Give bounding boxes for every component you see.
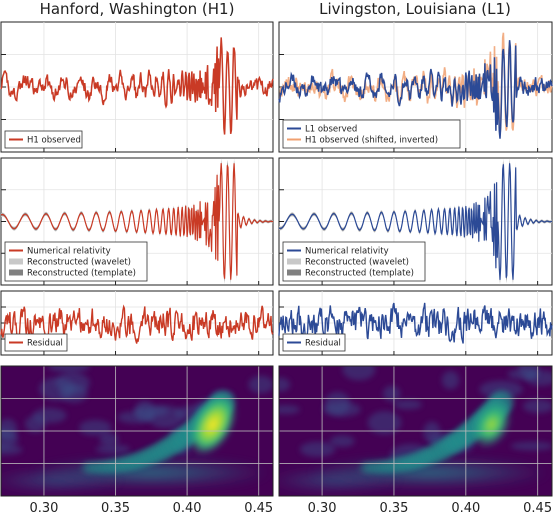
panel-spectrogram-l1 [278,365,553,497]
series-l1-observed [278,40,553,139]
legend-entry: Reconstructed (template) [27,269,136,279]
legend-swatch [9,258,23,265]
x-axis-ticks: 0.30 0.35 0.40 0.45 0.30 0.35 0.40 0.45 [29,501,552,516]
panel-residual-l1: Residual [278,290,553,356]
legend-swatch [287,258,301,265]
legend-residual-0: Residual [4,333,68,352]
panel-residual-h1: Residual [0,290,274,356]
panel-spectrogram-h1 [0,365,274,497]
legend-entry: H1 observed [27,136,81,146]
legend-entry: H1 observed (shifted, inverted) [305,136,438,146]
series-numerical-relativity [0,163,274,280]
legend-entry: Reconstructed (wavelet) [305,258,409,268]
x-tick-label: 0.40 [173,501,202,516]
legend-swatch [9,269,23,276]
x-tick-label: 0.30 [308,501,337,516]
legend-swatch [287,269,301,276]
legend-entry: Residual [305,339,341,349]
legend-entry: L1 observed [305,125,357,135]
legend-entry: Residual [27,339,63,349]
column-title-l1: Livingston, Louisiana (L1) [319,0,511,18]
x-tick-label: 0.45 [523,501,552,516]
x-tick-label: 0.45 [244,501,273,516]
x-tick-label: 0.30 [29,501,58,516]
legend-entry: Numerical relativity [305,247,389,257]
x-tick-label: 0.35 [379,501,408,516]
legend-entry: Numerical relativity [27,247,111,257]
legend-residual-1: Residual [282,333,346,352]
x-tick-label: 0.40 [451,501,480,516]
x-tick-label: 0.35 [101,501,130,516]
legend-entry: Reconstructed (template) [305,269,414,279]
series-h1-observed [0,37,274,135]
legend-entry: Reconstructed (wavelet) [27,258,131,268]
series-numerical-relativity [278,163,553,280]
panel-observed-h1: H1 observed [0,21,274,153]
legend-observed-0: H1 observed [4,130,83,149]
column-title-h1: Hanford, Washington (H1) [40,0,235,18]
